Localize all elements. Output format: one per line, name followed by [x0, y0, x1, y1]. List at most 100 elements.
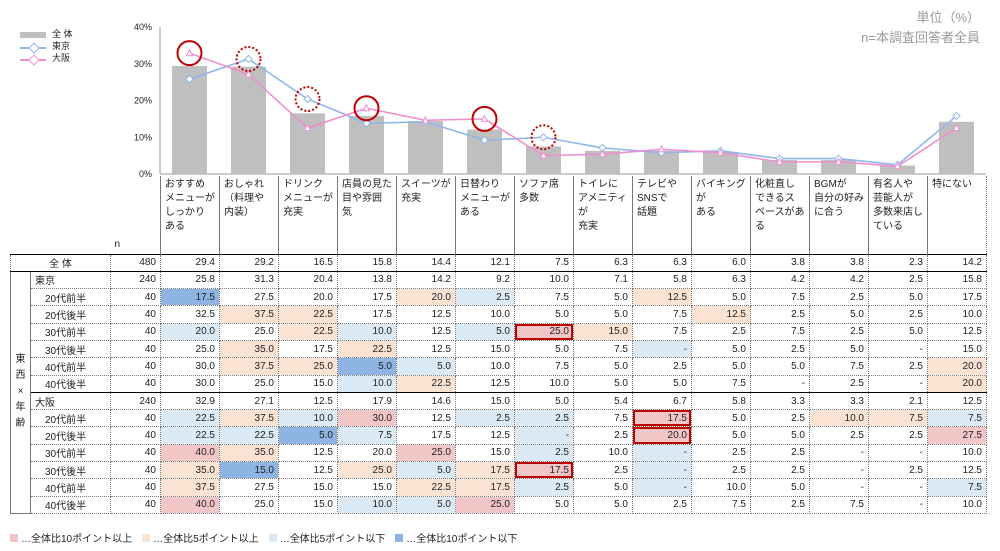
table-cell: 5.0 — [396, 461, 456, 480]
table-cell: 2.5 — [455, 288, 515, 307]
table-cell: 2.5 — [868, 426, 928, 445]
table-cell: 5.0 — [691, 409, 751, 428]
table-cell: 5.0 — [573, 305, 633, 324]
point-osaka — [539, 151, 548, 159]
table-cell: 10.0 — [927, 443, 987, 463]
table-cell: 6.3 — [632, 253, 692, 272]
row-n: 40 — [110, 374, 161, 393]
point-tokyo — [952, 111, 961, 121]
table-cell: 2.3 — [868, 253, 928, 272]
y-tick-label: 30% — [134, 59, 152, 69]
column-header-line: 充実 — [401, 193, 421, 204]
column-header: BGMが 自分の好み に合う — [809, 176, 869, 255]
legend-item-osaka: 大阪 — [20, 52, 73, 64]
row-label: 20代後半 — [30, 305, 111, 324]
column-header: 特にない — [927, 176, 987, 255]
table-cell: 7.5 — [809, 495, 869, 514]
table-cell: 2.5 — [573, 461, 633, 480]
column-header: ドリンク メニューが 充実 — [278, 176, 338, 255]
table-cell: 17.5 — [514, 461, 574, 480]
table-cell: - — [809, 478, 869, 497]
shading-legend-item: …全体比5ポイント以下 — [268, 530, 385, 545]
table-cell: 17.5 — [455, 461, 515, 480]
column-header-line: SNSで — [637, 193, 668, 204]
point-osaka — [185, 48, 194, 57]
column-header-line: ている — [873, 221, 903, 232]
table-cell: 7.5 — [868, 409, 928, 428]
column-header: テレビや SNSで 話題 — [632, 176, 692, 255]
line-osaka — [189, 52, 957, 168]
table-row: 大阪 240 32.9 27.1 12.5 17.9 14.6 15.0 5.0 5.4 6.7 5.… — [11, 391, 987, 411]
column-header-line: ある — [460, 207, 480, 218]
table-cell: 5.0 — [868, 322, 928, 341]
bar-total — [408, 121, 443, 174]
table-cell: 14.4 — [396, 253, 456, 272]
bar-total — [762, 160, 797, 174]
table-cell: 5.0 — [691, 339, 751, 359]
n-header: n — [114, 238, 121, 250]
row-label: 40代前半 — [30, 357, 111, 376]
table-cell: 22.5 — [160, 426, 220, 445]
column-header-line: しっかり — [165, 207, 205, 218]
table-cell: 13.8 — [337, 270, 397, 290]
point-osaka — [244, 69, 253, 78]
row-n: 40 — [110, 443, 161, 463]
table-cell: 20.0 — [337, 443, 397, 463]
side-label-char: 齢 — [15, 418, 26, 430]
table-cell: 25.0 — [278, 357, 338, 376]
table-cell: 12.5 — [927, 322, 987, 341]
point-osaka — [362, 103, 371, 112]
table-cell: 10.0 — [337, 374, 397, 393]
column-header-line: ペースがあ — [755, 207, 805, 218]
table-row: 40代前半 40 30.0 37.5 25.0 5.0 5.0 10.0 7.5 5.0 2.5 5.… — [11, 357, 987, 376]
table-cell: 27.5 — [927, 426, 987, 445]
table-row: 30代前半 40 20.0 25.0 22.5 10.0 12.5 5.0 25.0 15.0 7.… — [11, 322, 987, 341]
y-tick-label: 10% — [134, 132, 152, 142]
column-header-line: 気 — [342, 207, 352, 218]
table-cell: 5.4 — [573, 391, 633, 411]
row-n: 40 — [110, 409, 161, 428]
row-label: 30代後半 — [30, 461, 111, 480]
row-label: 20代前半 — [30, 409, 111, 428]
shading-label: …全体比10ポイント以下 — [406, 534, 518, 545]
table-row: 全 体 480 29.4 29.2 16.5 15.8 14.4 12.1 7.5 6.3 6.3 6… — [10, 253, 987, 272]
row-n: 40 — [110, 461, 161, 480]
table-cell: 5.0 — [632, 374, 692, 393]
table-cell: 12.5 — [455, 426, 515, 445]
table-cell: 25.0 — [219, 495, 279, 514]
bar-total — [526, 146, 561, 174]
table-cell: 40.0 — [160, 443, 220, 463]
table-cell: 20.0 — [632, 426, 692, 445]
table-cell: 12.5 — [927, 391, 987, 411]
table-cell: 7.5 — [927, 478, 987, 497]
table-cell: 2.5 — [750, 339, 810, 359]
highlight-circle — [235, 45, 262, 72]
table-cell: - — [514, 426, 574, 445]
table-cell: 30.0 — [160, 374, 220, 393]
legend-item-tokyo: 東京 — [20, 40, 73, 52]
table-row: 40代後半 40 40.0 25.0 15.0 10.0 5.0 25.0 5.0 5.0 2.5 7… — [11, 495, 987, 514]
table-cell: 2.5 — [809, 374, 869, 393]
column-header-line: ソファ席 — [519, 179, 559, 190]
column-header-line: トイレに — [578, 179, 618, 190]
table-cell: - — [868, 374, 928, 393]
row-n: 40 — [110, 305, 161, 324]
column-header-line: 多数来店し — [873, 207, 923, 218]
table-cell: 35.0 — [160, 461, 220, 480]
column-header-line: 充実 — [578, 221, 598, 232]
unit-note: 単位（%） n=本調査回答者全員 — [861, 8, 980, 48]
table-cell: 40.0 — [160, 495, 220, 514]
table-cell: 5.0 — [514, 339, 574, 359]
row-n: 40 — [110, 357, 161, 376]
highlight-circle — [471, 105, 498, 132]
line-tokyo — [189, 58, 958, 166]
table-cell: 5.8 — [691, 391, 751, 411]
point-osaka — [657, 144, 666, 153]
table-cell: 5.0 — [455, 322, 515, 341]
table-cell: 25.0 — [219, 374, 279, 393]
table-cell: 10.0 — [927, 305, 987, 324]
table-cell: 15.0 — [278, 374, 338, 393]
row-n: 40 — [110, 478, 161, 497]
table-row: 40代後半 40 30.0 25.0 15.0 10.0 22.5 12.5 10.0 5.0 5.… — [11, 374, 987, 393]
column-header-line: 芸能人が — [873, 193, 913, 204]
